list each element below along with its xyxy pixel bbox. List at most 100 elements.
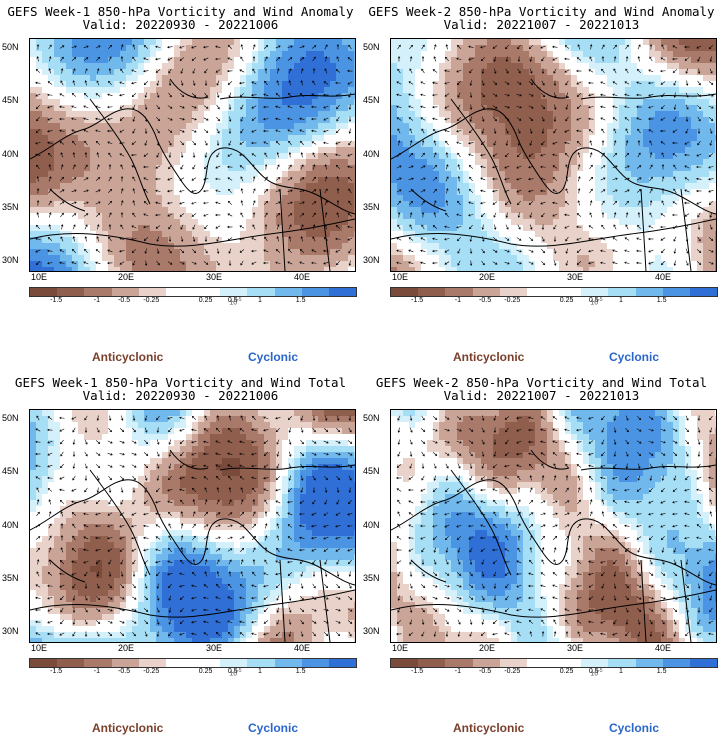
colorbar-tick-label: 1 [257, 297, 262, 304]
cyclonic-label: Cyclonic [248, 350, 299, 364]
vorticity-map [29, 409, 356, 643]
anticyclonic-label: Anticyclonic [92, 721, 164, 735]
cyclonic-label: Cyclonic [609, 721, 660, 735]
cyclonic-label: Cyclonic [248, 721, 299, 735]
colorbar-tick-label: 0.5 [588, 668, 599, 675]
colorbar-tick-label: 0.25 [198, 297, 213, 304]
vorticity-map [390, 409, 717, 643]
colorbar-tick-label: -1 [93, 297, 101, 304]
lat-label: 30N [2, 626, 19, 636]
colorbar-ticks: -1.5 -1 -0.5 -0.25 0.25 0.5 1 1.5 10-5 [390, 297, 716, 307]
colorbar-tick-label: -0.25 [504, 668, 521, 675]
colorbar-tick-label: 1.5 [295, 668, 306, 675]
anticyclonic-label: Anticyclonic [92, 350, 164, 364]
lon-label: 40E [294, 272, 311, 282]
lat-label: 45N [2, 466, 19, 476]
colorbar-tick-label: -1.5 [50, 297, 63, 304]
panel-valid-dates: Valid: 20221007 - 20221013 [443, 388, 640, 403]
colorbar-tick-label: 0.5 [227, 297, 238, 304]
colorbar-tick-label: 0.25 [198, 668, 213, 675]
lon-label: 10E [31, 643, 48, 653]
colorbar-tick-label: 1 [618, 668, 623, 675]
colorbar-unit: 10-5 [590, 668, 603, 678]
lat-label: 40N [363, 149, 380, 159]
panel-title: GEFS Week-2 850-hPa Vorticity and Wind T… [375, 375, 708, 390]
panel-week1-total: GEFS Week-1 850-hPa Vorticity and Wind T… [0, 371, 361, 742]
lon-label: 10E [31, 272, 48, 282]
cyclonic-label: Cyclonic [609, 350, 660, 364]
lon-label: 30E [206, 272, 223, 282]
lon-label: 30E [567, 272, 584, 282]
lon-label: 40E [294, 643, 311, 653]
vorticity-map [390, 38, 717, 272]
colorbar-tick-label: 0.25 [559, 668, 574, 675]
panel-valid-dates: Valid: 20221007 - 20221013 [443, 17, 640, 32]
colorbar-tick-label: 0.5 [588, 297, 599, 304]
lon-label: 20E [479, 272, 496, 282]
colorbar-tick-label: 1 [257, 668, 262, 675]
vorticity-map [29, 38, 356, 272]
colorbar [390, 658, 718, 668]
colorbar-ticks: -1.5 -1 -0.5 -0.25 0.25 0.5 1 1.5 10-5 [29, 668, 355, 678]
colorbar-tick-label: -1 [454, 668, 462, 675]
lat-label: 35N [2, 202, 19, 212]
lon-label: 20E [118, 272, 135, 282]
colorbar-tick-label: 1.5 [656, 668, 667, 675]
anticyclonic-label: Anticyclonic [453, 350, 525, 364]
colorbar-tick-label: -0.25 [504, 297, 521, 304]
panel-title: GEFS Week-1 850-hPa Vorticity and Wind A… [7, 4, 354, 19]
lat-label: 30N [363, 255, 380, 265]
colorbar-tick-label: -1.5 [411, 668, 424, 675]
lat-label: 40N [2, 520, 19, 530]
colorbar [29, 287, 357, 297]
colorbar-tick-label: 1.5 [295, 297, 306, 304]
anticyclonic-label: Anticyclonic [453, 721, 525, 735]
lon-label: 40E [655, 643, 672, 653]
colorbar-unit: 10-5 [229, 297, 242, 307]
lat-label: 45N [363, 466, 380, 476]
lat-label: 35N [363, 202, 380, 212]
colorbar [29, 658, 357, 668]
lon-label: 10E [392, 272, 409, 282]
colorbar-tick-label: -0.5 [479, 668, 492, 675]
colorbar-tick-label: 1.5 [656, 297, 667, 304]
lat-label: 40N [363, 520, 380, 530]
lat-label: 45N [363, 95, 380, 105]
colorbar-unit: 10-5 [229, 668, 242, 678]
panel-title: GEFS Week-2 850-hPa Vorticity and Wind A… [368, 4, 715, 19]
colorbar-tick-label: -1.5 [50, 668, 63, 675]
colorbar-tick-label: -0.5 [118, 297, 131, 304]
lon-label: 30E [206, 643, 223, 653]
colorbar-tick-label: -0.5 [479, 297, 492, 304]
lat-label: 35N [363, 573, 380, 583]
colorbar-tick-label: -0.25 [143, 297, 160, 304]
colorbar-ticks: -1.5 -1 -0.5 -0.25 0.25 0.5 1 1.5 10-5 [390, 668, 716, 678]
lon-label: 30E [567, 643, 584, 653]
colorbar-tick-label: -0.25 [143, 668, 160, 675]
lat-label: 30N [2, 255, 19, 265]
panel-week1-anomaly: GEFS Week-1 850-hPa Vorticity and Wind A… [0, 0, 361, 371]
colorbar-ticks: -1.5 -1 -0.5 -0.25 0.25 0.5 1 1.5 10-5 [29, 297, 355, 307]
colorbar-unit: 10-5 [590, 297, 603, 307]
lon-label: 40E [655, 272, 672, 282]
panel-valid-dates: Valid: 20220930 - 20221006 [82, 17, 279, 32]
lat-label: 35N [2, 573, 19, 583]
colorbar-tick-label: 1 [618, 297, 623, 304]
lon-label: 20E [479, 643, 496, 653]
lat-label: 50N [363, 42, 380, 52]
lon-label: 10E [392, 643, 409, 653]
colorbar-tick-label: 0.25 [559, 297, 574, 304]
colorbar-tick-label: -0.5 [118, 668, 131, 675]
lat-label: 50N [363, 413, 380, 423]
colorbar-tick-label: 0.5 [227, 668, 238, 675]
lat-label: 50N [2, 413, 19, 423]
lat-label: 40N [2, 149, 19, 159]
colorbar-tick-label: -1 [454, 297, 462, 304]
lon-label: 20E [118, 643, 135, 653]
colorbar-tick-label: -1.5 [411, 297, 424, 304]
colorbar-tick-label: -1 [93, 668, 101, 675]
colorbar [390, 287, 718, 297]
lat-label: 50N [2, 42, 19, 52]
panel-week2-total: GEFS Week-2 850-hPa Vorticity and Wind T… [361, 371, 722, 742]
panel-title: GEFS Week-1 850-hPa Vorticity and Wind T… [14, 375, 347, 390]
